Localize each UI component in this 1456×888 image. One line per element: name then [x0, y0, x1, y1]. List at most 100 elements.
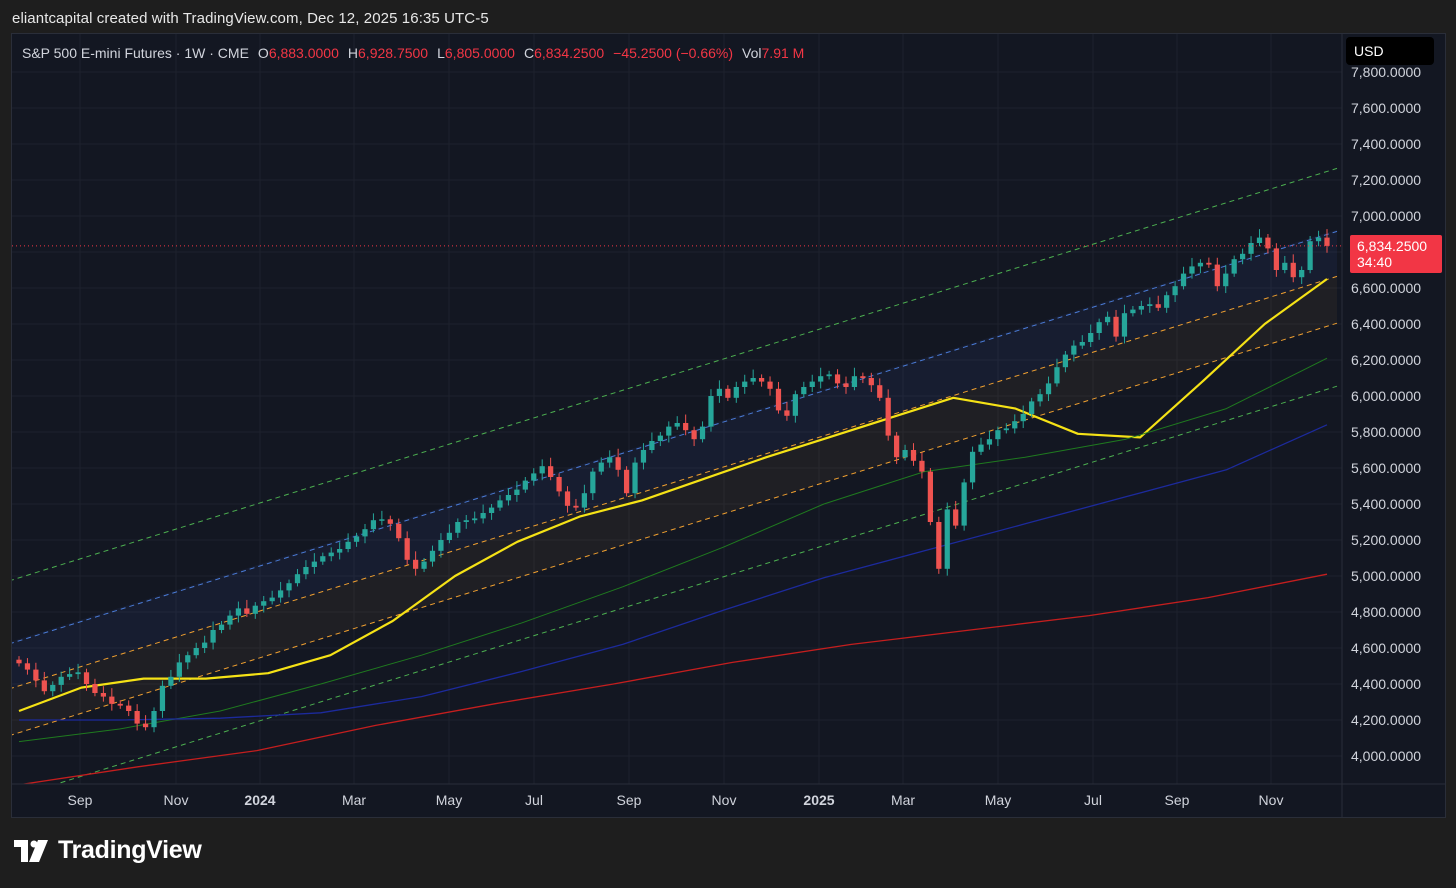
high-label: H — [347, 45, 359, 61]
candle-body — [286, 583, 292, 591]
candle-body — [666, 426, 672, 436]
candle-body — [548, 466, 554, 477]
tradingview-logo[interactable]: TradingView — [14, 836, 202, 865]
price-axis: 4,000.0000 4,200.0000 4,400.0000 4,600.0000… — [1341, 34, 1421, 817]
tradingview-wordmark: TradingView — [58, 836, 202, 864]
candle-body — [758, 378, 765, 382]
candle-body — [370, 520, 377, 530]
candle-body — [1307, 241, 1313, 270]
candle-body — [767, 381, 773, 389]
candle-body — [590, 471, 596, 494]
chart-credit: eliantcapital created with TradingView.c… — [12, 10, 489, 27]
candle-body — [1282, 262, 1288, 270]
candle-body — [1315, 237, 1322, 242]
channel-top-line — [12, 167, 1338, 581]
moving-averages — [18, 278, 1328, 784]
candle-body — [1020, 414, 1026, 422]
candle-body — [142, 723, 149, 728]
close-value: 6,834.2500 — [534, 45, 605, 61]
candle-body — [109, 696, 115, 704]
candle-body — [1012, 421, 1018, 429]
candle-body — [1130, 309, 1136, 314]
moving-average-line — [18, 357, 1328, 743]
candle-body — [514, 489, 520, 495]
candle-body — [784, 410, 790, 416]
symbol-label[interactable]: S&P 500 E-mini Futures · 1W · CME — [22, 45, 249, 61]
price-chart[interactable]: 4,000.0000 4,200.0000 4,400.0000 4,600.0000… — [12, 34, 1445, 817]
candle-body — [362, 529, 368, 537]
ohlc-legend: S&P 500 E-mini Futures · 1W · CME O 6,88… — [22, 45, 813, 61]
candle-body — [446, 532, 452, 540]
candle-body — [134, 711, 140, 724]
candle-body — [421, 561, 427, 569]
candle-body — [1324, 237, 1330, 246]
candle-body — [1121, 313, 1128, 337]
candle-body — [1155, 304, 1161, 308]
low-value: 6,805.0000 — [444, 45, 515, 61]
candle-body — [1172, 286, 1178, 296]
candle-body — [919, 460, 925, 472]
time-axis: Sep Nov 2024 Mar May Jul Sep Nov 2025 Mar May Jul Se… — [12, 783, 1445, 808]
candle-body — [683, 423, 689, 431]
price-tick-label: 6,400.0000 — [1351, 316, 1421, 332]
volume-label: Vol — [742, 45, 762, 61]
currency-button[interactable]: USD — [1346, 37, 1434, 65]
candle-body — [202, 642, 208, 648]
price-tick-label: 4,600.0000 — [1351, 640, 1421, 656]
candle-body — [1079, 342, 1085, 346]
candle-body — [944, 509, 950, 569]
candle-body — [438, 540, 444, 551]
time-tick-label: Nov — [1259, 792, 1284, 808]
price-tick-label: 7,200.0000 — [1351, 172, 1421, 188]
candle-body — [851, 376, 858, 387]
close-label: C — [523, 45, 535, 61]
candle-body — [1088, 333, 1094, 342]
candle-body — [1197, 262, 1204, 267]
open-label: O — [257, 45, 269, 61]
price-tick-label: 4,800.0000 — [1351, 604, 1421, 620]
regression-channel — [12, 167, 1338, 784]
open-value: 6,883.0000 — [268, 45, 339, 61]
candle-body — [455, 522, 461, 533]
candle-body — [657, 435, 663, 441]
candle-body — [868, 378, 874, 386]
channel-mid-line — [12, 275, 1338, 689]
moving-average-line — [19, 424, 1328, 721]
candle-body — [818, 376, 824, 382]
price-tick-label: 7,400.0000 — [1351, 136, 1421, 152]
candle-body — [708, 396, 714, 427]
candle-body — [1223, 273, 1229, 287]
channel-upper-fill — [12, 229, 1337, 689]
candle-body — [252, 605, 258, 614]
candle-body — [961, 482, 967, 526]
chart-panel[interactable]: 4,000.0000 4,200.0000 4,400.0000 4,600.0000… — [11, 33, 1446, 818]
candle-body — [910, 450, 917, 461]
candle-body — [429, 550, 436, 562]
candle-body — [24, 663, 31, 670]
candle-body — [1037, 394, 1043, 402]
candle-body — [227, 615, 233, 625]
candle-body — [396, 523, 402, 539]
candle-body — [775, 388, 782, 411]
candle-body — [564, 491, 571, 506]
candle-body — [505, 495, 512, 501]
price-tick-label: 7,600.0000 — [1351, 100, 1421, 116]
candle-body — [75, 672, 81, 675]
candle-body — [843, 383, 849, 387]
price-tick-label: 7,800.0000 — [1351, 64, 1421, 80]
moving-average-line — [19, 573, 1328, 784]
candle-body — [573, 505, 579, 508]
price-tick-label: 4,000.0000 — [1351, 748, 1421, 764]
candle-body — [193, 648, 199, 656]
candle-body — [126, 705, 132, 711]
time-tick-label: Mar — [342, 792, 366, 808]
candle-body — [1104, 316, 1111, 323]
candle-body — [978, 444, 984, 452]
candle-body — [269, 597, 275, 602]
candle-body — [1054, 367, 1060, 384]
candle-body — [117, 703, 123, 706]
candle-body — [311, 561, 317, 567]
time-tick-label: Sep — [68, 792, 93, 808]
candle-body — [1299, 270, 1305, 278]
candle-body — [640, 450, 647, 463]
